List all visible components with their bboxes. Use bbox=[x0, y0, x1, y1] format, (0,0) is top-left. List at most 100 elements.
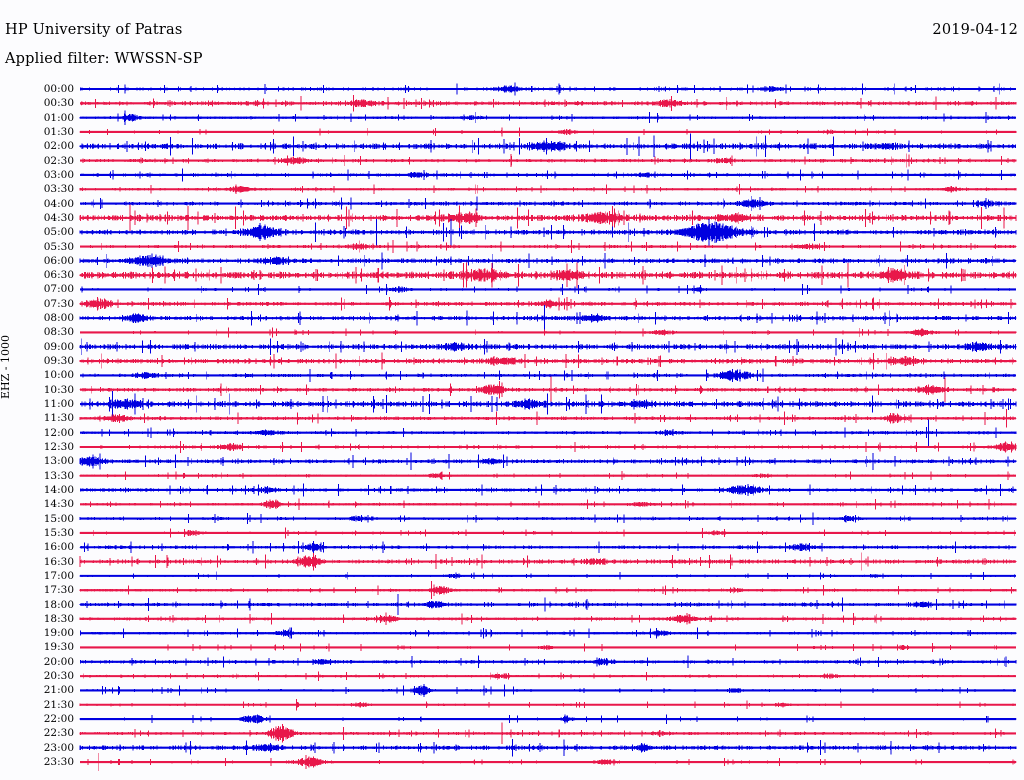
seismogram-row bbox=[80, 239, 1017, 254]
seismogram-row bbox=[79, 262, 1017, 288]
time-axis-tick-label: 02:30 bbox=[43, 154, 74, 167]
time-axis-tick-label: 09:00 bbox=[43, 340, 74, 353]
seismogram-row bbox=[79, 352, 1017, 370]
seismogram-row bbox=[79, 184, 1017, 195]
seismogram-row bbox=[79, 722, 1016, 745]
seismogram-row bbox=[80, 196, 1017, 211]
time-axis-tick-label: 00:00 bbox=[43, 83, 74, 95]
time-axis-tick-label: 18:30 bbox=[43, 612, 74, 625]
seismogram-row bbox=[80, 752, 1017, 772]
seismogram-row bbox=[80, 419, 1017, 446]
time-axis-tick-label: 14:30 bbox=[43, 498, 74, 511]
seismogram-row bbox=[79, 338, 1017, 356]
time-axis-tick-label: 02:00 bbox=[43, 140, 74, 153]
seismogram-row bbox=[79, 571, 1016, 581]
time-axis-tick-label: 20:00 bbox=[43, 655, 74, 668]
time-axis-tick-label: 10:00 bbox=[43, 369, 74, 382]
time-axis-tick-label: 21:00 bbox=[43, 684, 74, 697]
seismogram-row bbox=[80, 283, 1016, 296]
time-axis-tick-label: 08:00 bbox=[43, 312, 74, 325]
seismogram-row bbox=[79, 593, 1017, 616]
time-axis-tick-label: 04:00 bbox=[43, 197, 74, 210]
time-axis-tick-label: 07:30 bbox=[43, 297, 74, 310]
seismogram-row bbox=[79, 612, 1017, 626]
seismogram-row bbox=[80, 498, 1017, 510]
time-axis-tick-label: 04:30 bbox=[43, 211, 74, 224]
seismogram-row bbox=[80, 391, 1017, 418]
time-axis-tick-label: 22:00 bbox=[43, 713, 74, 726]
time-axis-tick-label: 06:30 bbox=[43, 269, 74, 282]
seismogram-row bbox=[79, 699, 1016, 711]
seismogram-row bbox=[79, 252, 1017, 270]
time-axis-tick-label: 12:00 bbox=[43, 426, 74, 439]
time-axis-tick-label: 19:30 bbox=[43, 641, 74, 654]
time-axis-tick-label: 15:30 bbox=[43, 526, 74, 539]
time-axis-tick-label: 15:00 bbox=[43, 512, 74, 525]
seismogram-row bbox=[80, 368, 1016, 383]
time-axis-tick-label: 13:00 bbox=[43, 455, 74, 468]
time-axis-tick-label: 23:30 bbox=[43, 756, 74, 769]
seismogram-row bbox=[79, 127, 1017, 137]
time-axis-tick-label: 01:30 bbox=[43, 125, 74, 138]
time-axis-tick-label: 06:00 bbox=[43, 254, 74, 267]
seismogram-row bbox=[79, 527, 1016, 539]
time-axis-tick-label: 22:30 bbox=[43, 727, 74, 740]
time-axis-tick-label: 17:30 bbox=[43, 584, 74, 597]
station-title: HP University of Patras bbox=[5, 22, 183, 38]
seismogram-row bbox=[79, 714, 1017, 724]
time-axis-tick-label: 18:00 bbox=[43, 598, 74, 611]
seismogram-row bbox=[79, 540, 1017, 554]
time-axis-tick-label: 17:00 bbox=[43, 569, 74, 582]
seismogram-row bbox=[80, 153, 1017, 168]
seismogram-row bbox=[79, 110, 1016, 125]
seismogram-row bbox=[80, 655, 1017, 668]
seismogram-row bbox=[79, 133, 1016, 160]
time-axis-tick-label: 14:00 bbox=[43, 483, 74, 496]
time-axis-tick-label: 23:00 bbox=[43, 741, 74, 754]
seismogram-row bbox=[79, 204, 1017, 232]
time-axis-tick-label: 07:00 bbox=[43, 283, 74, 296]
seismogram-row bbox=[80, 483, 1017, 497]
seismogram-row bbox=[80, 684, 1016, 697]
time-axis-tick-label: 05:00 bbox=[43, 226, 74, 239]
time-axis-tick-label: 03:30 bbox=[43, 183, 74, 196]
seismogram-row bbox=[80, 168, 1016, 182]
time-axis-tick-label: 16:00 bbox=[43, 541, 74, 554]
seismogram-row bbox=[79, 409, 1017, 428]
seismogram-row bbox=[79, 376, 1017, 403]
time-axis-tick-label: 21:30 bbox=[43, 698, 74, 711]
time-axis-tick-label: 19:00 bbox=[43, 627, 74, 640]
seismogram-row bbox=[79, 739, 1017, 757]
seismogram-row bbox=[79, 552, 1017, 571]
time-axis-labels: 00:00 00:30 01:00 01:30 02:00 02:30 03:00 03:30… bbox=[0, 0, 74, 780]
time-axis-tick-label: 12:30 bbox=[43, 441, 74, 453]
seismogram-row bbox=[80, 643, 1016, 652]
seismogram-row bbox=[80, 671, 1016, 681]
time-axis-tick-label: 16:30 bbox=[43, 555, 74, 568]
seismogram-row bbox=[79, 512, 1017, 525]
time-axis-tick-label: 05:30 bbox=[43, 240, 74, 253]
seismogram-row bbox=[79, 581, 1017, 600]
time-axis-tick-label: 10:30 bbox=[43, 383, 74, 396]
seismogram-row bbox=[79, 471, 1016, 481]
time-axis-tick-label: 11:30 bbox=[43, 412, 74, 425]
time-axis-tick-label: 03:00 bbox=[43, 168, 74, 181]
time-axis-tick-label: 01:00 bbox=[43, 111, 74, 124]
time-axis-tick-label: 20:30 bbox=[43, 670, 74, 683]
seismogram-row bbox=[79, 296, 1017, 311]
seismogram-row bbox=[80, 82, 1016, 96]
seismogram-row bbox=[79, 218, 1017, 246]
seismogram-row bbox=[80, 94, 1017, 112]
seismogram-row bbox=[80, 327, 1017, 338]
applied-filter-label: Applied filter: WWSSN-SP bbox=[5, 51, 203, 67]
time-axis-tick-label: 08:30 bbox=[43, 326, 74, 339]
seismogram-row bbox=[79, 304, 1017, 332]
seismogram-row bbox=[80, 627, 1017, 639]
time-axis-tick-label: 11:00 bbox=[43, 398, 74, 411]
record-date: 2019-04-12 bbox=[932, 22, 1018, 38]
time-axis-tick-label: 09:30 bbox=[43, 355, 74, 368]
seismogram-row bbox=[79, 452, 1017, 471]
time-axis-tick-label: 00:30 bbox=[43, 97, 74, 110]
